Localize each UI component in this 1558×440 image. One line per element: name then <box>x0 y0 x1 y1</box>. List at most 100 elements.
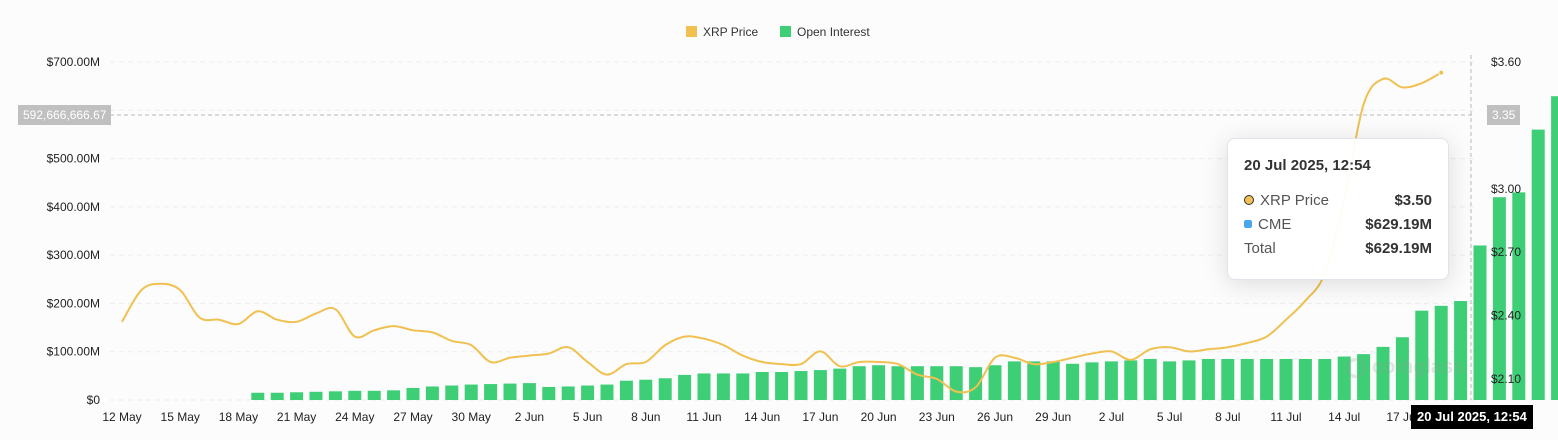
open-interest-bar[interactable] <box>290 392 304 400</box>
x-tick-label: 21 May <box>277 410 316 424</box>
x-tick-label: 15 May <box>161 410 200 424</box>
open-interest-bar[interactable] <box>678 374 692 400</box>
open-interest-bar[interactable] <box>852 366 866 400</box>
open-interest-bar[interactable] <box>697 373 711 400</box>
open-interest-bar[interactable] <box>1027 361 1041 400</box>
open-interest-bar[interactable] <box>1046 361 1060 400</box>
open-interest-bar[interactable] <box>503 383 517 400</box>
gridlines <box>110 61 1478 401</box>
open-interest-bar[interactable] <box>1551 96 1558 401</box>
right-axis-ticks: $2.10 $2.40 $2.70 $3.00 $3.60 <box>1491 55 1521 386</box>
open-interest-bar[interactable] <box>1279 358 1293 400</box>
x-tick-label: 30 May <box>452 410 491 424</box>
open-interest-bar[interactable] <box>794 371 808 400</box>
open-interest-bar[interactable] <box>891 366 905 400</box>
open-interest-bar[interactable] <box>1395 337 1409 400</box>
x-tick-label: 20 Jun <box>861 410 897 424</box>
open-interest-bar[interactable] <box>425 386 439 400</box>
tooltip-row-cme: CME $629.19M <box>1244 212 1432 236</box>
open-interest-bar[interactable] <box>328 391 342 400</box>
x-tick-label: 18 May <box>219 410 258 424</box>
open-interest-bar[interactable] <box>969 367 983 400</box>
left-tick-label: $200.00M <box>47 296 100 310</box>
x-tick-label: 2 Jul <box>1099 410 1124 424</box>
open-interest-bar[interactable] <box>1143 358 1157 400</box>
legend-swatch-icon[interactable] <box>780 26 791 37</box>
x-tick-label: 11 Jul <box>1270 410 1301 424</box>
open-interest-bar[interactable] <box>639 379 653 400</box>
open-interest-bar[interactable] <box>1124 360 1138 400</box>
open-interest-bar[interactable] <box>348 390 362 400</box>
tooltip-title: 20 Jul 2025, 12:54 <box>1244 157 1371 174</box>
open-interest-bar[interactable] <box>367 390 381 400</box>
open-interest-bar[interactable] <box>1492 197 1506 400</box>
open-interest-bar[interactable] <box>1454 301 1468 400</box>
right-tick-label: $2.10 <box>1491 372 1521 386</box>
open-interest-bar[interactable] <box>1007 361 1021 400</box>
open-interest-bar[interactable] <box>270 392 284 400</box>
open-interest-bar[interactable] <box>1085 362 1099 400</box>
price-dot-icon <box>1244 195 1254 205</box>
open-interest-bar[interactable] <box>1473 245 1487 400</box>
open-interest-bar[interactable] <box>1163 361 1177 400</box>
open-interest-bar[interactable] <box>1298 358 1312 400</box>
tooltip-label: CME <box>1258 215 1292 233</box>
open-interest-bar[interactable] <box>464 384 478 400</box>
legend-swatch-icon[interactable] <box>686 26 697 37</box>
open-interest-bar[interactable] <box>309 391 323 400</box>
right-tick-label: $2.40 <box>1491 309 1521 323</box>
open-interest-bar[interactable] <box>251 392 265 400</box>
open-interest-bar[interactable] <box>561 386 575 400</box>
x-tick-label: 17 Jul <box>1386 410 1418 424</box>
open-interest-bar[interactable] <box>600 384 614 400</box>
open-interest-bar[interactable] <box>1066 363 1080 400</box>
open-interest-bar[interactable] <box>1104 361 1118 400</box>
open-interest-bar[interactable] <box>387 390 401 400</box>
x-tick-label: 11 Jun <box>686 410 721 424</box>
tooltip-label: Total <box>1244 239 1276 257</box>
legend[interactable]: XRP Price Open Interest <box>686 25 870 39</box>
open-interest-bar[interactable] <box>775 371 789 400</box>
open-interest-bar[interactable] <box>522 383 536 400</box>
left-axis-ticks: $0 $100.00M $200.00M $300.00M $400.00M $500.0… <box>47 55 101 407</box>
open-interest-bar[interactable] <box>406 387 420 400</box>
crosshair-right-label: 3.35 <box>1487 105 1521 125</box>
open-interest-bar[interactable] <box>1221 358 1235 400</box>
open-interest-bar[interactable] <box>484 384 498 400</box>
open-interest-bar[interactable] <box>619 380 633 400</box>
open-interest-bar[interactable] <box>755 371 769 400</box>
open-interest-bar[interactable] <box>658 378 672 400</box>
open-interest-bar[interactable] <box>716 373 730 400</box>
open-interest-bar[interactable] <box>1182 360 1196 400</box>
open-interest-bar[interactable] <box>1201 358 1215 400</box>
open-interest-bar[interactable] <box>1260 358 1274 400</box>
open-interest-bar[interactable] <box>833 368 847 400</box>
open-interest-bar[interactable] <box>1415 310 1429 400</box>
right-tick-label: $2.70 <box>1491 245 1521 259</box>
open-interest-bar[interactable] <box>736 373 750 400</box>
x-tick-label: 27 May <box>393 410 432 424</box>
cme-square-icon <box>1244 220 1252 228</box>
open-interest-bar[interactable] <box>813 370 827 400</box>
open-interest-bar[interactable] <box>1376 346 1390 400</box>
open-interest-bar[interactable] <box>542 386 556 400</box>
open-interest-bar[interactable] <box>1531 129 1545 400</box>
x-tick-label: 8 Jul <box>1215 410 1240 424</box>
open-interest-bar[interactable] <box>581 385 595 400</box>
open-interest-bar[interactable] <box>949 366 963 400</box>
open-interest-bar[interactable] <box>1240 358 1254 400</box>
tooltip-row-price: XRP Price $3.50 <box>1244 188 1432 212</box>
legend-label[interactable]: XRP Price <box>703 25 758 39</box>
x-tick-label: 14 Jun <box>744 410 780 424</box>
legend-label[interactable]: Open Interest <box>797 25 870 39</box>
left-tick-label: $500.00M <box>47 152 100 166</box>
open-interest-bar[interactable] <box>988 365 1002 400</box>
open-interest-bar[interactable] <box>1318 358 1332 400</box>
open-interest-bar[interactable] <box>872 365 886 400</box>
open-interest-bar[interactable] <box>930 366 944 400</box>
open-interest-bar[interactable] <box>1512 192 1526 400</box>
crosshair-x-label: 20 Jul 2025, 12:54 <box>1411 405 1533 429</box>
open-interest-bar[interactable] <box>1434 305 1448 400</box>
open-interest-bar[interactable] <box>445 385 459 400</box>
